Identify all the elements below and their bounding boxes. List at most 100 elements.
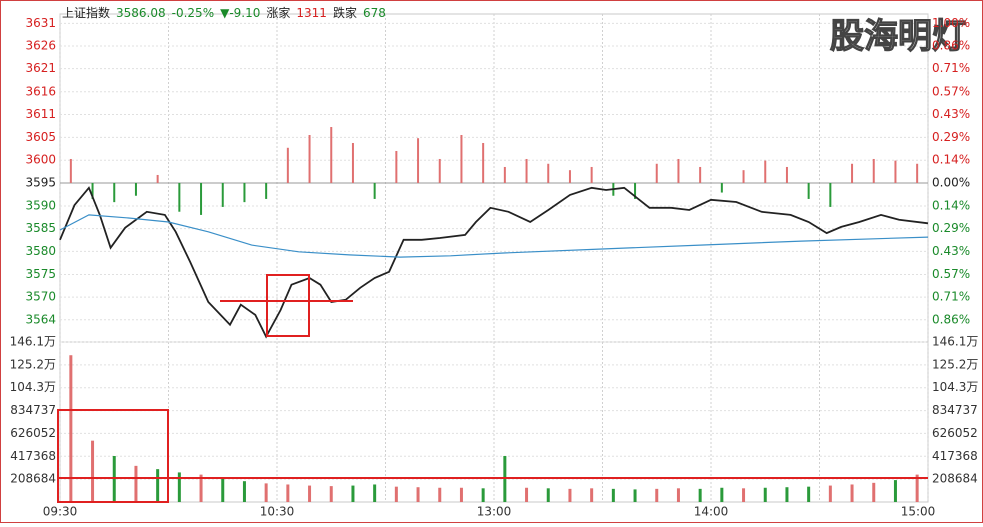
volume-bar: [655, 488, 659, 502]
x-tick-label: 10:30: [260, 505, 295, 519]
breadth-bar: [807, 182, 810, 199]
y-tick-label: 3570: [25, 290, 56, 304]
breadth-bar: [351, 142, 354, 183]
volume-bar: [893, 480, 897, 502]
y-tick-label: 104.3万: [10, 380, 56, 394]
breadth-bar: [764, 160, 767, 183]
y-tick-label: 3605: [25, 130, 56, 144]
breadth-bar: [872, 158, 875, 183]
breadth-bar: [547, 163, 550, 183]
volume-bar: [611, 488, 615, 502]
y-tick-label: 3621: [25, 61, 56, 75]
y2-tick-label: 146.1万: [932, 335, 978, 349]
breadth-bar: [742, 170, 745, 183]
breadth-bar: [829, 182, 832, 207]
breadth-bar: [720, 182, 723, 193]
y2-tick-label: 0.71%: [932, 290, 970, 304]
volume-bar: [134, 465, 138, 502]
volume-bar: [264, 483, 268, 502]
breadth-bar: [417, 138, 420, 183]
breadth-bar: [156, 174, 159, 183]
breadth-bar: [200, 182, 203, 215]
volume-bar: [763, 487, 767, 502]
volume-bar: [828, 485, 832, 502]
y2-tick-label: 0.14%: [932, 199, 970, 213]
y-tick-label: 146.1万: [10, 335, 56, 349]
volume-bar: [329, 486, 333, 502]
breadth-bar: [894, 160, 897, 183]
breadth-bar: [308, 135, 311, 183]
volume-bar: [590, 488, 594, 502]
y2-tick-label: 626052: [932, 426, 978, 440]
y2-tick-label: 0.14%: [932, 153, 970, 167]
volume-bar: [546, 488, 550, 502]
highlight-box: [266, 274, 310, 337]
price-line: [59, 186, 929, 339]
breadth-bar: [243, 182, 246, 203]
annotations: [57, 274, 928, 503]
y-tick-label: 3600: [25, 153, 56, 167]
volume-bar: [416, 487, 420, 502]
volume-bar: [807, 486, 811, 502]
x-tick-label: 09:30: [43, 505, 78, 519]
y-tick-label: 3585: [25, 221, 56, 235]
volume-bar: [915, 474, 919, 502]
header-item: 678: [363, 6, 386, 20]
y2-tick-label: 208684: [932, 472, 978, 486]
breadth-bar: [113, 182, 116, 203]
breadth-bar: [482, 142, 485, 183]
volume-bar: [525, 487, 529, 502]
volume-bar: [438, 487, 442, 502]
volume-bar: [742, 488, 746, 502]
y2-tick-label: 0.71%: [932, 61, 970, 75]
y-tick-label: 3611: [25, 107, 56, 121]
breadth-bar: [373, 182, 376, 199]
y-tick-label: 3564: [25, 312, 56, 326]
y2-tick-label: 125.2万: [932, 357, 978, 371]
volume-bar: [394, 486, 398, 502]
breadth-bar: [655, 163, 658, 183]
volume-bar: [676, 488, 680, 502]
marks: [59, 127, 929, 502]
y-tick-label: 3626: [25, 39, 56, 53]
y-tick-label: 3575: [25, 267, 56, 281]
y-tick-label: 3595: [25, 175, 56, 189]
volume-bar: [221, 478, 225, 502]
volume-bar: [720, 487, 724, 502]
y-tick-label: 208684: [10, 472, 56, 486]
y-tick-label: 3590: [25, 199, 56, 213]
volume-bar: [373, 484, 377, 502]
volume-bar: [698, 488, 702, 502]
header-item: 1311: [296, 6, 327, 20]
y2-tick-label: 0.57%: [932, 84, 970, 98]
x-tick-label: 13:00: [477, 505, 512, 519]
breadth-bar: [395, 150, 398, 183]
breadth-bar: [677, 158, 680, 183]
volume-bar: [286, 484, 290, 502]
y-tick-label: 125.2万: [10, 357, 56, 371]
y2-tick-label: 104.3万: [932, 380, 978, 394]
volume-bar: [242, 481, 246, 502]
breadth-bar: [69, 158, 72, 183]
y2-tick-label: 0.86%: [932, 39, 970, 53]
breadth-bar: [851, 163, 854, 183]
breadth-bar: [330, 127, 333, 183]
breadth-bar: [785, 166, 788, 183]
breadth-bar: [178, 182, 181, 212]
breadth-bar: [438, 158, 441, 183]
breadth-bar: [568, 170, 571, 183]
volume-bar: [850, 484, 854, 502]
y-tick-label: 417368: [10, 449, 56, 463]
header-item: ▼-9.10: [220, 6, 260, 20]
header-item: 上证指数: [62, 5, 110, 20]
y-tick-label: 3580: [25, 244, 56, 258]
y2-tick-label: 0.43%: [932, 244, 970, 258]
y-tick-label: 834737: [10, 403, 56, 417]
breadth-bar: [590, 166, 593, 183]
y2-tick-label: 0.29%: [932, 221, 970, 235]
x-tick-label: 15:00: [901, 505, 936, 519]
header-item: -0.25%: [172, 6, 214, 20]
header-item: 涨家: [266, 5, 290, 20]
volume-bar: [91, 440, 95, 502]
